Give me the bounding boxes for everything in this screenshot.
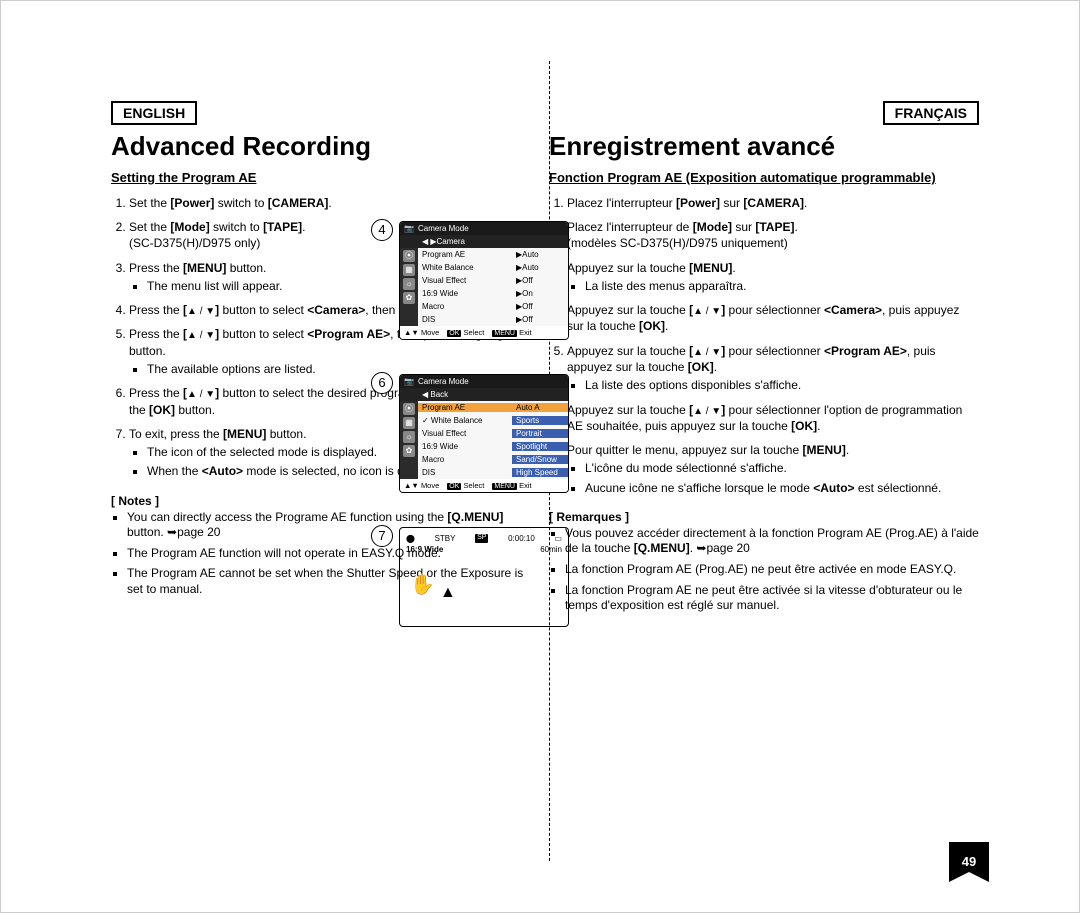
lang-label-fr: FRANÇAIS <box>883 101 979 125</box>
lcd-row: DIS▶Off <box>418 313 568 326</box>
icon: ▦ <box>403 264 415 276</box>
lcd-row: Visual EffectPortrait <box>418 427 568 440</box>
lcd-subhead: ▶Camera <box>418 237 568 246</box>
sp-label: SP <box>475 534 488 543</box>
page-number-badge: 49 <box>949 842 989 882</box>
title-fr: Enregistrement avancé <box>549 131 979 162</box>
substep: La liste des menus apparaîtra. <box>585 278 979 294</box>
figures: 4 📷 Camera Mode ▶Camera ⦿ ▦ ☼ ✿ Program … <box>373 221 633 661</box>
lcd-menu-rows: Program AEAuto A✓ White BalanceSports Vi… <box>418 401 568 479</box>
step: Placez l'interrupteur [Power] sur [CAMER… <box>567 195 979 211</box>
lcd-footer: ▲▼ Move OK Select MENU Exit <box>400 479 568 492</box>
figure-7: 7 ⬤ STBY SP 0:00:10 ▭ 16:9 Wide 60min ✋ … <box>373 527 633 627</box>
figure-4: 4 📷 Camera Mode ▶Camera ⦿ ▦ ☼ ✿ Program … <box>373 221 633 340</box>
manual-page: ENGLISH Advanced Recording Setting the P… <box>0 0 1080 913</box>
lcd-sidebar-icons: ⦿ ▦ ☼ ✿ <box>400 248 418 326</box>
icon: ⦿ <box>403 250 415 262</box>
step: Set the [Power] switch to [CAMERA]. <box>129 195 541 211</box>
lcd-row: Visual Effect▶Off <box>418 274 568 287</box>
lcd-row: 16:9 WideSpotlight <box>418 440 568 453</box>
tape-icon: ▭ <box>554 534 562 543</box>
page-number: 49 <box>949 854 989 869</box>
lcd-row: Program AEAuto A <box>418 401 568 414</box>
subtitle-fr: Fonction Program AE (Exposition automati… <box>549 170 979 185</box>
lcd-row: Program AE▶Auto <box>418 248 568 261</box>
lcd-menu-rows: Program AE▶AutoWhite Balance▶AutoVisual … <box>418 248 568 326</box>
lcd-row: ✓ White BalanceSports <box>418 414 568 427</box>
lcd-row: 16:9 Wide▶On <box>418 287 568 300</box>
icon: ⦿ <box>403 403 415 415</box>
hand-icon: ✋ <box>410 572 435 597</box>
up-icon: ▲ <box>440 584 456 602</box>
rec-icon: ⬤ <box>406 534 415 543</box>
lcd-row: MacroSand/Snow <box>418 453 568 466</box>
title-en: Advanced Recording <box>111 131 541 162</box>
lcd-row: White Balance▶Auto <box>418 261 568 274</box>
subtitle-en: Setting the Program AE <box>111 170 541 185</box>
substep: Aucune icône ne s'affiche lorsque le mod… <box>585 480 979 496</box>
stby-label: STBY <box>435 534 456 543</box>
icon: ☼ <box>403 278 415 290</box>
icon: ✿ <box>403 445 415 457</box>
lcd-screen: ⬤ STBY SP 0:00:10 ▭ 16:9 Wide 60min ✋ ▲ <box>399 527 569 627</box>
camera-icon: 📷 <box>404 377 414 386</box>
figure-number: 6 <box>371 372 393 394</box>
remain-label: 60min <box>540 545 562 554</box>
lang-label-en: ENGLISH <box>111 101 197 125</box>
lcd-sidebar-icons: ⦿ ▦ ☼ ✿ <box>400 401 418 479</box>
icon: ☼ <box>403 431 415 443</box>
figure-number: 7 <box>371 525 393 547</box>
substep: L'icône du mode sélectionné s'affiche. <box>585 460 979 476</box>
figure-6: 6 📷 Camera Mode Back ⦿ ▦ ☼ ✿ Program AEA… <box>373 374 633 493</box>
icon: ✿ <box>403 292 415 304</box>
lcd-title: 📷 Camera Mode <box>400 375 568 388</box>
lcd-row: Macro▶Off <box>418 300 568 313</box>
camera-icon: 📷 <box>404 224 414 233</box>
lcd-row: DISHigh Speed <box>418 466 568 479</box>
lcd-title: 📷 Camera Mode <box>400 222 568 235</box>
substep: La liste des options disponibles s'affic… <box>585 377 979 393</box>
lcd-screen: 📷 Camera Mode Back ⦿ ▦ ☼ ✿ Program AEAut… <box>399 374 569 493</box>
figure-number: 4 <box>371 219 393 241</box>
lcd-footer: ▲▼ Move OK Select MENU Exit <box>400 326 568 339</box>
lcd-screen: 📷 Camera Mode ▶Camera ⦿ ▦ ☼ ✿ Program AE… <box>399 221 569 340</box>
icon: ▦ <box>403 417 415 429</box>
mode-label: 16:9 Wide <box>406 545 443 554</box>
lcd-back: Back <box>418 390 568 399</box>
time-label: 0:00:10 <box>508 534 535 543</box>
